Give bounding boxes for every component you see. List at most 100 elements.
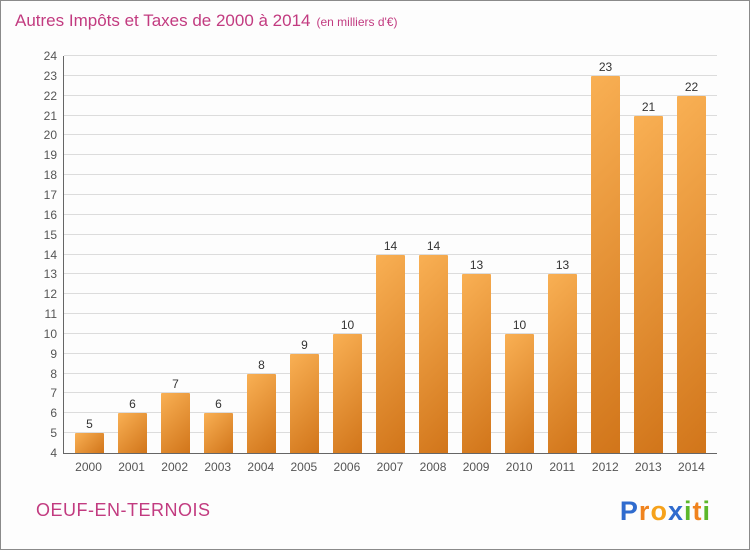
bar [590,75,621,453]
y-tick-label: 21 [43,108,57,123]
gridline [64,94,717,96]
gridline [64,174,717,176]
bar-value-label: 10 [512,317,527,332]
bar-value-label: 6 [215,397,222,412]
y-tick-label: 17 [43,187,57,202]
y-tick-label: 13 [43,267,57,282]
y-tick-label: 7 [50,386,57,401]
commune-name: OEUF-EN-TERNOIS [36,500,211,520]
bar [461,274,492,453]
bar-value-label: 7 [172,377,179,392]
y-tick-label: 5 [50,426,57,441]
y-tick-label: 9 [50,346,57,361]
y-tick-label: 6 [50,406,57,421]
bar-value-label: 14 [426,238,441,253]
y-tick-label: 10 [43,326,57,341]
bar [246,373,277,453]
bar-column: 6 [111,56,154,453]
x-tick-label: 2014 [678,460,705,474]
x-tick-label: 2000 [75,460,102,474]
x-tick-label: 2007 [376,460,404,474]
bar [332,333,363,453]
bar-column: 14 [412,56,455,453]
x-tick-label: 2011 [549,460,576,474]
bar-column: 13 [455,56,498,453]
logo-letter: i [683,496,693,526]
y-tick-label: 24 [43,49,57,63]
bar [547,274,578,453]
x-tick-label: 2001 [118,460,145,474]
bar-column: 10 [326,56,369,453]
gridline [64,154,717,156]
y-tick-label: 15 [43,227,57,242]
bar [375,254,406,453]
bar-value-label: 10 [340,317,355,332]
y-tick-label: 14 [43,247,57,262]
bar-column: 13 [541,56,584,453]
bar-column: 6 [197,56,240,453]
x-tick-label: 2004 [247,460,275,474]
logo-letter: t [692,496,703,526]
y-tick-label: 8 [50,366,57,381]
bar [203,413,234,453]
bar [117,413,148,453]
bars-container: 5 6 7 6 8 9 10 14 14 13 10 13 23 21 22 [64,56,717,453]
gridline [64,134,717,136]
bar-value-label: 9 [301,337,308,352]
gridline [64,213,717,215]
x-tick-label: 2013 [634,460,662,474]
title-row: Autres Impôts et Taxes de 2000 à 2014 (en… [15,11,397,31]
x-axis-labels: 2000 2001 2002 2003 2004 2005 2006 2007 2008 2009… [63,460,717,474]
bar-column: 9 [283,56,326,453]
bar-value-label: 6 [129,397,136,412]
y-tick-label: 18 [43,168,57,183]
bar-value-label: 22 [684,79,699,94]
logo-letter: r [638,496,651,526]
bar-column: 22 [670,56,713,453]
plot-area: 4 5 6 7 8 9 10 11 12 13 14 15 16 17 18 19 20 21 22 23 24 5 6 7 6… [44,50,717,459]
bar-column: 21 [627,56,670,453]
bar-column: 8 [240,56,283,453]
y-tick-label: 11 [44,307,57,322]
x-tick-label: 2002 [161,460,188,474]
y-tick-label: 4 [50,446,57,460]
bar-column: 7 [154,56,197,453]
bar [160,393,191,453]
logo-letter: x [667,496,684,526]
logo-letter: o [650,496,668,526]
bar-column: 10 [498,56,541,453]
gridline [64,233,717,235]
gridline [64,55,717,56]
logo-letter: i [702,496,711,526]
bar-column: 14 [369,56,412,453]
x-tick-label: 2006 [333,460,361,474]
bar [633,115,664,453]
bar-value-label: 13 [469,258,484,273]
bar-value-label: 23 [598,59,613,74]
gridline [64,193,717,195]
y-tick-label: 22 [43,88,57,103]
chart-area: 4 5 6 7 8 9 10 11 12 13 14 15 16 17 18 19 20 21 22 23 24 5 6 7 6… [44,50,717,474]
gridline [64,253,717,255]
y-tick-label: 12 [43,287,57,302]
y-tick-label: 20 [43,128,57,143]
chart-title: Autres Impôts et Taxes de 2000 à 2014 [15,11,311,30]
proxiti-logo[interactable]: Proxiti [620,496,711,527]
bar [676,95,707,453]
bar-column: 5 [68,56,111,453]
y-tick-label: 19 [43,148,57,163]
y-tick-label: 16 [43,207,57,222]
bar [504,333,535,453]
bar-column: 23 [584,56,627,453]
y-tick-label: 23 [43,68,57,83]
bar-value-label: 8 [258,357,265,372]
x-tick-label: 2010 [505,460,533,474]
bar [74,433,105,453]
bar-value-label: 13 [555,258,570,273]
chart-subtitle: (en milliers d'€) [316,15,398,29]
gridline [64,114,717,116]
x-tick-label: 2012 [591,460,619,474]
bar-value-label: 5 [86,417,93,432]
bar-value-label: 21 [641,99,656,114]
